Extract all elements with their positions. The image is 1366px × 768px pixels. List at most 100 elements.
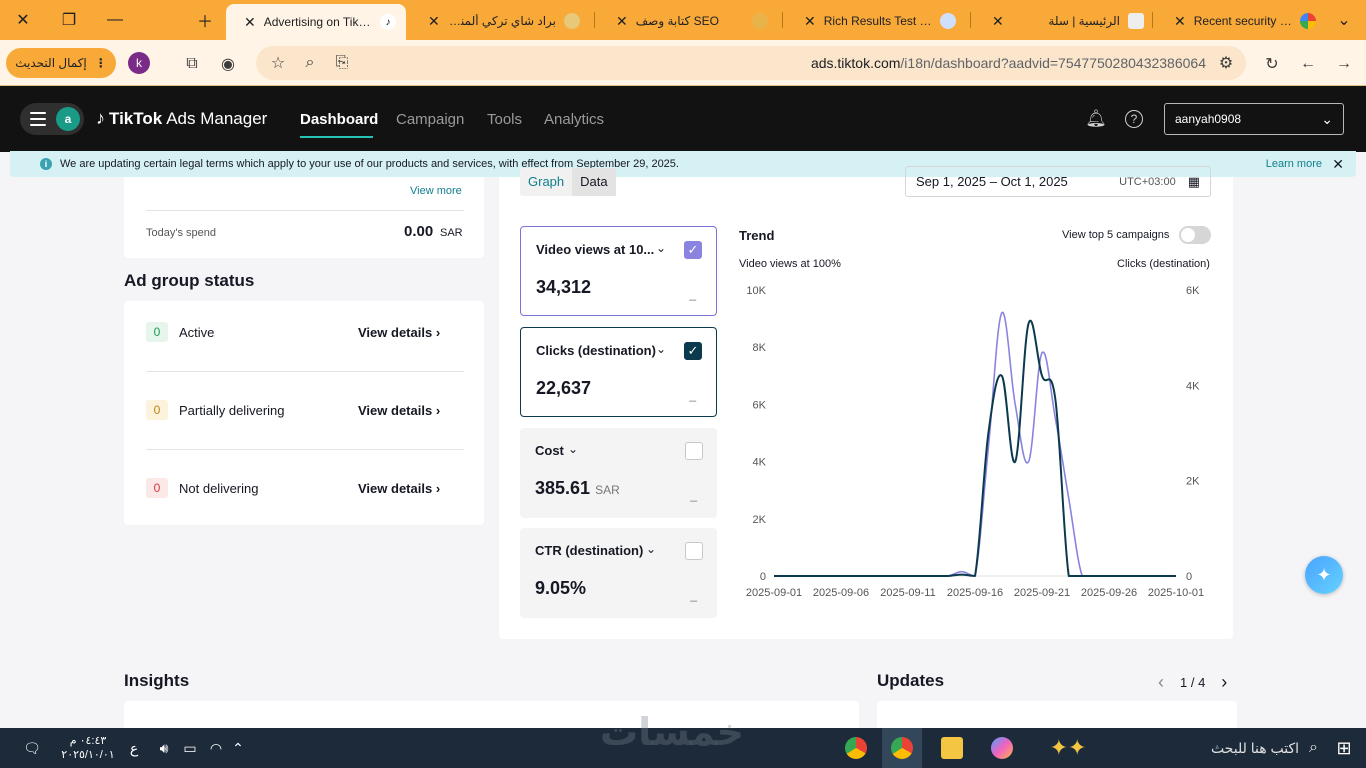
- nav-campaign[interactable]: Campaign: [396, 111, 465, 128]
- chevron-left-icon[interactable]: ‹: [1158, 672, 1164, 692]
- file-explorer-icon[interactable]: [932, 728, 972, 768]
- tab-graph[interactable]: Graph: [528, 174, 565, 189]
- clock[interactable]: ٠٤:٤٣ م ٢٠٢٥/١٠/٠١: [61, 735, 115, 761]
- left-tick-label: 4K: [753, 457, 767, 469]
- reload-icon[interactable]: ↻: [1265, 56, 1279, 73]
- address-bar[interactable]: ☆ ⌕ ⎘ ads.tiktok.com/i18n/dashboard?aadv…: [256, 46, 1246, 80]
- right-tick-label: 2K: [1186, 476, 1200, 488]
- metric-checkbox[interactable]: ✓: [684, 342, 702, 360]
- notifications-icon[interactable]: 🗨︎: [23, 739, 41, 756]
- trend-title: Trend: [739, 228, 775, 243]
- browser-tab-3[interactable]: ✕ كتابة وصف SEO: [598, 4, 778, 38]
- tab-close-icon[interactable]: ✕: [616, 12, 628, 29]
- chrome-taskbar-icon[interactable]: [836, 728, 876, 768]
- x-tick-label: 2025-09-21: [1014, 587, 1070, 599]
- new-tab-icon[interactable]: ＋: [196, 14, 213, 31]
- search-icon: ⌕: [1309, 739, 1318, 756]
- tray-chevron-icon[interactable]: ⌃: [232, 739, 244, 756]
- extensions-icon[interactable]: ⧉: [186, 55, 198, 72]
- assistant-sparkle-icon[interactable]: ✦: [1305, 556, 1343, 594]
- back-icon[interactable]: ←: [1300, 55, 1316, 72]
- date-range-picker[interactable]: Sep 1, 2025 – Oct 1, 2025 UTC+03:00 ▦: [905, 166, 1211, 197]
- forward-icon[interactable]: →: [1336, 55, 1352, 72]
- metric-checkbox[interactable]: [685, 542, 703, 560]
- x-tick-label: 2025-10-01: [1148, 587, 1204, 599]
- seo-favicon-icon: [751, 13, 768, 29]
- right-tick-label: 4K: [1186, 380, 1200, 392]
- calendar-icon: ▦: [1187, 173, 1200, 189]
- browser-tab-tiktok[interactable]: ✕ Advertising on TikTok ♪: [226, 4, 406, 40]
- language-indicator[interactable]: ع: [129, 739, 139, 756]
- nav-tools[interactable]: Tools: [487, 111, 523, 128]
- series-line-video-views: [773, 311, 1176, 577]
- chevron-down-icon: ⌄: [568, 442, 579, 456]
- windows-start-icon[interactable]: ⊞: [1336, 737, 1352, 758]
- x-tick-label: 2025-09-16: [947, 587, 1003, 599]
- site-settings-icon[interactable]: ⚙: [1218, 55, 1234, 72]
- windows-taskbar: 🗨︎ ٠٤:٤٣ م ٢٠٢٥/١٠/٠١ ع 🔊︎ ▭ ◠ ⌃ ✦✦ اكتب…: [0, 728, 1366, 768]
- chevron-right-icon[interactable]: ›: [1221, 672, 1228, 692]
- learn-more-link[interactable]: Learn more: [1265, 158, 1322, 170]
- menu-button[interactable]: a: [20, 103, 84, 135]
- view-more-link[interactable]: View more: [410, 185, 462, 197]
- view-details-active[interactable]: View details ›: [358, 325, 441, 340]
- google-favicon-icon: [1300, 13, 1316, 29]
- taskbar-search[interactable]: اكتب هنا للبحث ⌕: [1210, 739, 1318, 756]
- browser-tab-2[interactable]: براد شاي تركي ألمنيوم ✕: [410, 4, 590, 38]
- nav-analytics[interactable]: Analytics: [544, 111, 605, 128]
- metric-card-ctr[interactable]: CTR (destination) ⌄ 9.05% _: [520, 528, 717, 618]
- tiktok-extension-icon[interactable]: ◉: [221, 56, 235, 73]
- help-icon[interactable]: ?: [1125, 110, 1143, 128]
- browser-tab-6[interactable]: ✕ Recent security activit: [1156, 4, 1326, 38]
- translate-icon[interactable]: ⎘: [335, 54, 349, 71]
- spend-card: View more Today's spend 0.00 SAR: [124, 177, 484, 258]
- today-spend-label: Today's spend: [146, 227, 216, 239]
- x-tick-label: 2025-09-26: [1081, 587, 1137, 599]
- browser-tab-4[interactable]: ✕ Rich Results Test - Go: [786, 4, 966, 38]
- today-spend-currency: SAR: [440, 227, 463, 239]
- store-favicon-icon: [564, 13, 580, 29]
- view-details-partial[interactable]: View details ›: [358, 403, 441, 418]
- browser-tab-5[interactable]: ✕ الرئيسية | سلة: [974, 4, 1154, 38]
- window-close-icon[interactable]: ✕: [16, 12, 30, 29]
- copilot-icon[interactable]: [982, 728, 1022, 768]
- window-minimize-icon[interactable]: —: [107, 11, 123, 28]
- sparkle-search-icon[interactable]: ✦✦: [1049, 735, 1087, 760]
- x-tick-label: 2025-09-11: [880, 587, 935, 599]
- metric-card-video-views[interactable]: Video views at 10... ⌄ ✓ 34,312 _: [520, 226, 717, 316]
- battery-icon[interactable]: ▭: [183, 739, 197, 756]
- tab-search-chevron-icon[interactable]: ⌄: [1337, 12, 1351, 29]
- zoom-icon[interactable]: ⌕: [305, 54, 315, 71]
- view-details-not-delivering[interactable]: View details ›: [358, 481, 441, 496]
- nav-dashboard[interactable]: Dashboard: [300, 111, 379, 128]
- chrome-profile-taskbar-icon[interactable]: [882, 728, 922, 768]
- window-restore-icon[interactable]: ❐: [61, 12, 77, 29]
- metric-card-cost[interactable]: Cost ⌄ 385.61 SAR _: [520, 428, 717, 518]
- info-icon: i: [40, 158, 52, 170]
- watermark: خمسات: [600, 712, 744, 754]
- tab-close-icon[interactable]: ✕: [1174, 12, 1186, 29]
- metric-card-clicks[interactable]: Clicks (destination) ⌄ ✓ 22,637 _: [520, 327, 717, 417]
- tab-close-icon[interactable]: ✕: [992, 12, 1004, 29]
- status-count-badge: 0: [146, 478, 168, 498]
- account-selector[interactable]: aanyah0908 ⌄: [1164, 103, 1344, 135]
- notification-bell-icon[interactable]: 🔔︎: [1085, 109, 1107, 128]
- tiktok-ads-logo[interactable]: ♪ TikTok Ads Manager: [96, 108, 268, 128]
- tab-close-icon[interactable]: ✕: [244, 13, 256, 30]
- bookmark-star-icon[interactable]: ☆: [270, 55, 286, 72]
- update-browser-button[interactable]: إكمال التحديث ⋮: [6, 48, 116, 78]
- updates-title: Updates: [877, 671, 945, 690]
- tab-data[interactable]: Data: [572, 168, 616, 196]
- tab-close-icon[interactable]: ✕: [804, 12, 816, 29]
- right-tick-label: 0: [1186, 571, 1192, 583]
- metric-checkbox[interactable]: ✓: [684, 241, 702, 259]
- metric-checkbox[interactable]: [685, 442, 703, 460]
- volume-icon[interactable]: 🔊︎: [159, 739, 169, 756]
- ad-group-status-title: Ad group status: [124, 271, 255, 290]
- top5-toggle[interactable]: [1179, 226, 1211, 244]
- wifi-icon[interactable]: ◠: [209, 739, 223, 756]
- close-icon[interactable]: ✕: [1332, 155, 1344, 172]
- profile-avatar[interactable]: k: [128, 52, 150, 74]
- tab-close-icon[interactable]: ✕: [428, 12, 440, 29]
- insights-title: Insights: [124, 671, 190, 690]
